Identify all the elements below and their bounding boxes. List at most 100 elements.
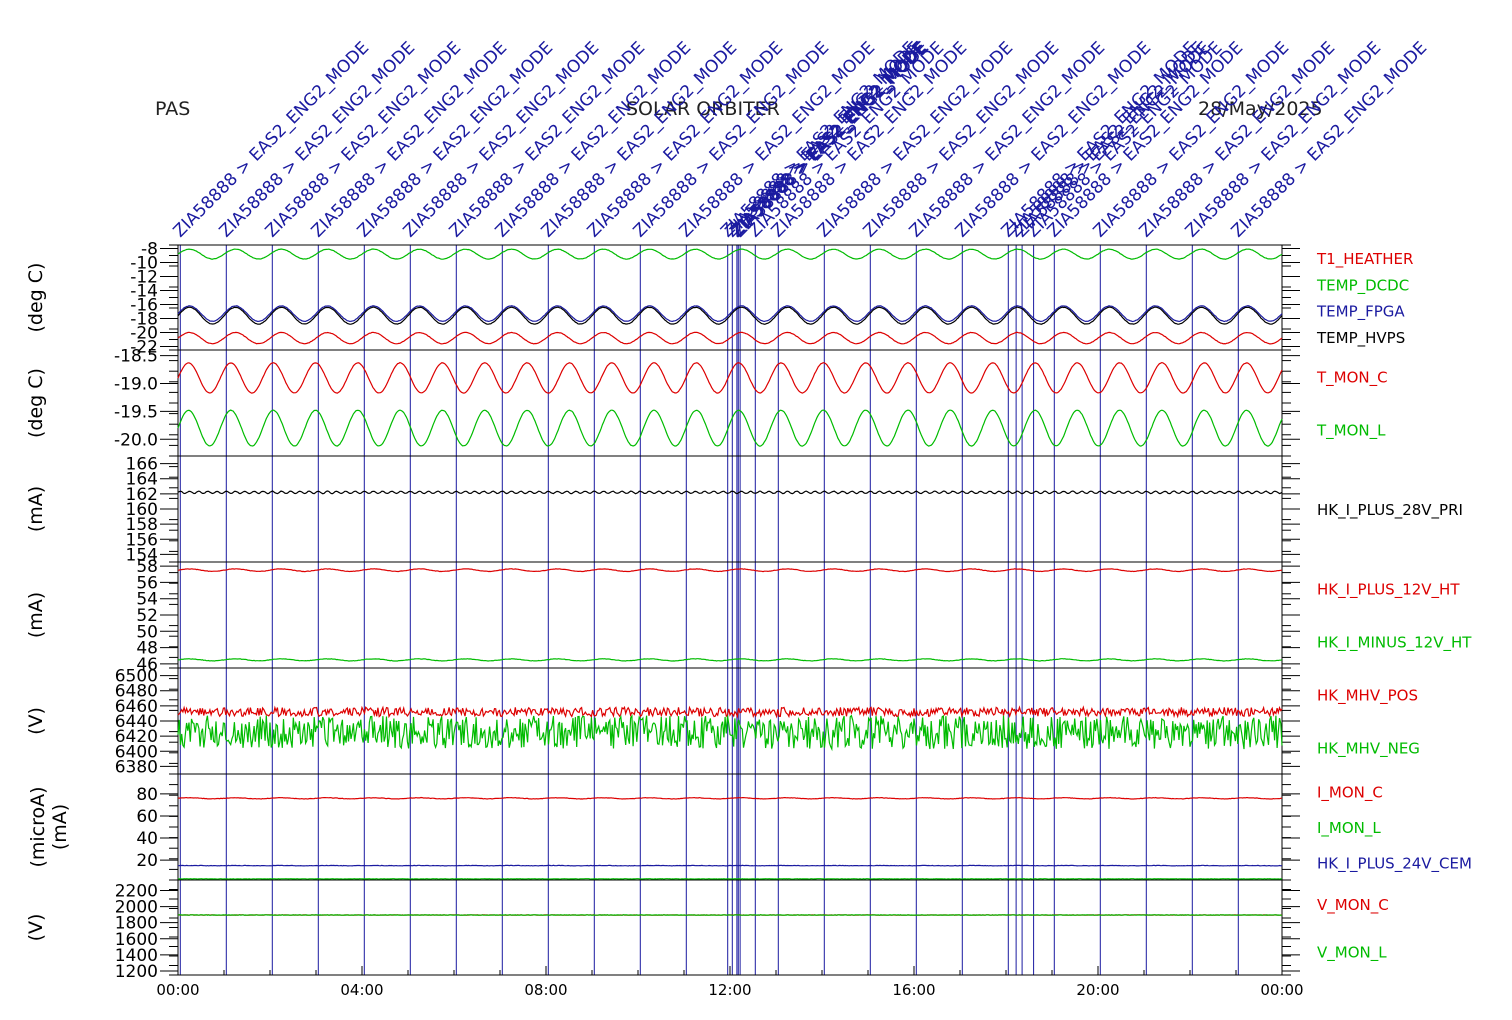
- y-tick-label: -20.0: [114, 430, 158, 450]
- y-tick-label: 52: [136, 606, 158, 626]
- legend-entry: HK_I_PLUS_12V_HT: [1317, 581, 1460, 600]
- panel-frame: [177, 879, 1283, 976]
- legend-entry: T_MON_C: [1316, 369, 1388, 388]
- y-tick-label: -19.0: [114, 374, 158, 394]
- y-axis-label: (deg C): [25, 368, 47, 438]
- panel-2: -20.0 -19.5 -19.0 -18.5 (deg C) T_MON_C T_MON_…: [25, 347, 1388, 457]
- legend-entry: HK_MHV_NEG: [1317, 740, 1420, 759]
- legend-entry: T_MON_L: [1316, 422, 1386, 441]
- y-tick-label: -19.5: [114, 402, 158, 422]
- y-tick-label: -18: [130, 310, 158, 330]
- x-tick-label: 00:00: [1260, 981, 1303, 999]
- y-tick-label: -8: [141, 240, 158, 260]
- y-tick-label: 6500: [115, 667, 158, 687]
- panel-frame: [177, 561, 1283, 669]
- y-tick-label: 1200: [115, 962, 158, 982]
- series-line: [177, 658, 1283, 662]
- series-line: [178, 864, 1283, 867]
- y-tick-label: -10: [130, 254, 158, 274]
- y-tick-label: -16: [130, 296, 158, 316]
- instrument-label: PAS: [155, 98, 191, 120]
- x-tick-label: 12:00: [708, 981, 751, 999]
- y-axis-label-secondary: (mA): [49, 804, 71, 850]
- y-tick-label: 40: [136, 829, 158, 849]
- legend-entry: HK_I_PLUS_24V_CEM: [1317, 854, 1472, 873]
- date-label: 28/May/2025: [1198, 98, 1323, 120]
- legend-entry: TEMP_FPGA: [1316, 303, 1405, 322]
- legend-entry: T1_HEATHER: [1316, 250, 1413, 269]
- y-tick-label: 6420: [115, 727, 158, 747]
- y-tick-label: 158: [126, 515, 158, 535]
- legend-entry: TEMP_DCDC: [1316, 276, 1409, 295]
- x-tick-label: 00:00: [156, 981, 199, 999]
- legend-entry: I_MON_L: [1317, 819, 1381, 838]
- x-tick-label: 08:00: [524, 981, 567, 999]
- series-line: [177, 248, 1283, 260]
- y-tick-label: 60: [136, 807, 158, 827]
- y-axis-label: (mA): [25, 592, 47, 638]
- legend-entry: V_MON_C: [1317, 896, 1389, 915]
- y-tick-label: 164: [126, 470, 158, 490]
- x-tick-label: 20:00: [1076, 981, 1119, 999]
- panel-frame: [177, 349, 1283, 457]
- mission-label: SOLAR ORBITER: [626, 98, 780, 120]
- y-tick-label: -20: [130, 324, 158, 344]
- y-tick-label: 2200: [115, 881, 158, 901]
- y-tick-label: 162: [126, 485, 158, 505]
- x-tick-label: 16:00: [892, 981, 935, 999]
- series-line: [177, 361, 1283, 394]
- legend-entry: HK_I_PLUS_28V_PRI: [1317, 501, 1463, 520]
- y-tick-label: -12: [130, 268, 158, 288]
- y-tick-label: 156: [126, 530, 158, 550]
- y-tick-label: 58: [136, 557, 158, 577]
- series-line: [177, 305, 1283, 323]
- y-axis-label: (V): [25, 707, 47, 735]
- y-axis-label: (deg C): [25, 263, 47, 333]
- series-line: [177, 306, 1283, 325]
- y-tick-label: 160: [126, 500, 158, 520]
- y-tick-label: 1800: [115, 914, 158, 934]
- y-tick-label: 1600: [115, 930, 158, 950]
- series-line: [177, 490, 1283, 495]
- y-tick-label: 6440: [115, 712, 158, 732]
- panel-1: -22-20-18-16-14-12-10-8 (deg C) T1_HEATHER…: [25, 240, 1413, 358]
- series-line: [177, 568, 1283, 573]
- y-tick-label: 6460: [115, 697, 158, 717]
- y-tick-label: 48: [136, 639, 158, 659]
- x-axis: 00:00 04:00 08:00 12:00 16:00 20:00 00:00: [156, 966, 1304, 999]
- series-line: [177, 409, 1283, 447]
- y-tick-label: 6400: [115, 742, 158, 762]
- legend-entry: I_MON_C: [1317, 784, 1383, 803]
- y-tick-label: -14: [130, 282, 158, 302]
- y-tick-label: 80: [136, 785, 158, 805]
- x-tick-label: 04:00: [340, 981, 383, 999]
- y-tick-label: 56: [136, 573, 158, 593]
- y-axis-label: (mA): [25, 486, 47, 532]
- y-tick-label: 6380: [115, 757, 158, 777]
- series-line: [177, 714, 1283, 752]
- panel-frame: [177, 455, 1283, 563]
- y-tick-label: 2000: [115, 898, 158, 918]
- y-tick-label: 1400: [115, 946, 158, 966]
- y-tick-label: 46: [136, 655, 158, 675]
- y-tick-label: 154: [126, 545, 158, 565]
- y-axis-label: (V): [25, 914, 47, 942]
- y-tick-label: 166: [126, 455, 158, 475]
- legend-entry: TEMP_HVPS: [1316, 329, 1405, 348]
- legend-entry: HK_I_MINUS_12V_HT: [1317, 634, 1472, 653]
- y-tick-label: -22: [130, 338, 158, 358]
- series-line: [178, 796, 1283, 800]
- legend-entry: HK_MHV_POS: [1317, 687, 1418, 706]
- panel-frame: [177, 773, 1283, 881]
- y-tick-label: 50: [136, 622, 158, 642]
- y-axis-label: (microA): [27, 786, 49, 867]
- y-tick-label: 6480: [115, 682, 158, 702]
- series-line: [177, 705, 1283, 719]
- y-tick-label: -18.5: [114, 347, 158, 367]
